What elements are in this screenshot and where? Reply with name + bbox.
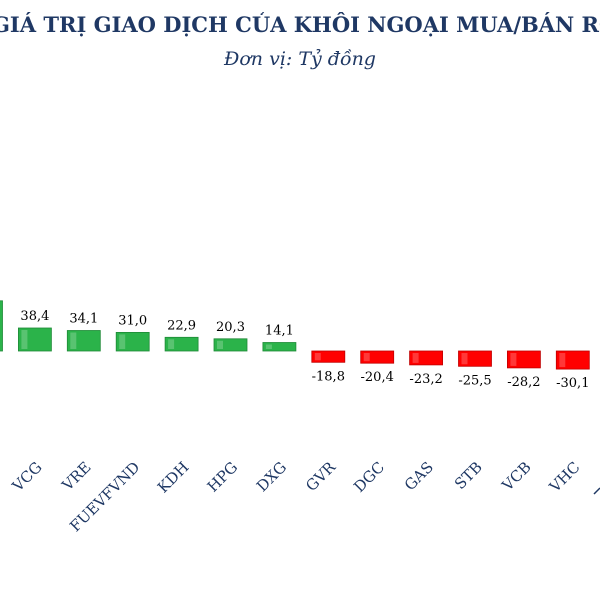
category-label-kdh: KDH (154, 458, 192, 496)
bar-highlight-stb (461, 353, 468, 365)
value-label-fuevfvnd: 31,0 (118, 313, 147, 328)
value-label-vcg: 38,4 (20, 309, 49, 324)
bar-dxg (262, 342, 297, 352)
bar-highlight-vcg (21, 330, 28, 349)
bar-highlight-fuevfvnd (119, 334, 126, 349)
bar-highlight-dgc (363, 353, 370, 362)
bar-gvr (311, 350, 346, 363)
category-label-stb: STB (451, 458, 486, 493)
bar-stb (458, 350, 492, 367)
bar-hpg (213, 338, 248, 352)
category-label-vhc: VHC (545, 458, 583, 496)
category-label-vcg: VCG (8, 458, 46, 496)
bar-vre (66, 330, 101, 352)
chart-subtitle: Đơn vị: Tỷ đồng (224, 48, 376, 70)
value-label-vre: 34,1 (69, 312, 98, 327)
bar-highlight-vre (70, 332, 77, 349)
bar-fuevfvnd (115, 331, 150, 352)
category-label-dgc: DGC (350, 458, 388, 496)
bar-highlight-gvr (314, 353, 321, 361)
value-label-dgc: -20,4 (361, 370, 394, 385)
bar-highlight-kdh (168, 339, 175, 349)
bars-group (0, 300, 590, 370)
value-labels-group: 83,738,434,131,022,920,314,1-18,8-20,4-2… (0, 282, 589, 391)
value-label-stb: -25,5 (458, 373, 491, 388)
bar-vhc (555, 350, 590, 370)
bar-item-0 (0, 300, 3, 352)
value-label-gvr: -18,8 (312, 369, 345, 384)
category-label-vre: VRE (58, 458, 95, 495)
category-label-gvr: GVR (302, 458, 339, 495)
value-label-vhc: -30,1 (556, 376, 589, 391)
bar-vcg (17, 327, 52, 352)
category-label-hpg: HPG (204, 458, 242, 496)
bar-highlight-vcb (510, 353, 517, 366)
category-label-gas: GAS (401, 458, 437, 494)
value-label-hpg: 20,3 (216, 320, 245, 335)
chart-title: GIÁ TRỊ GIAO DỊCH CỦA KHỐI NGOẠI MUA/BÁN… (0, 12, 600, 37)
value-label-dxg: 14,1 (265, 324, 294, 339)
bar-kdh (164, 336, 199, 352)
bar-vcb (506, 350, 541, 369)
value-label-gas: -23,2 (409, 372, 442, 387)
category-label-vcb: VCB (498, 458, 535, 495)
value-label-vcb: -28,2 (507, 375, 540, 390)
clipped-category-mark (593, 487, 600, 495)
bar-dgc (360, 350, 395, 364)
bar-highlight-vhc (559, 353, 566, 368)
bar-highlight-dxg (265, 344, 272, 349)
bar-gas (409, 350, 444, 366)
bar-highlight-gas (412, 353, 419, 363)
value-label-kdh: 22,9 (167, 318, 196, 333)
category-label-dxg: DXG (253, 458, 290, 495)
bar-highlight-hpg (217, 340, 223, 349)
